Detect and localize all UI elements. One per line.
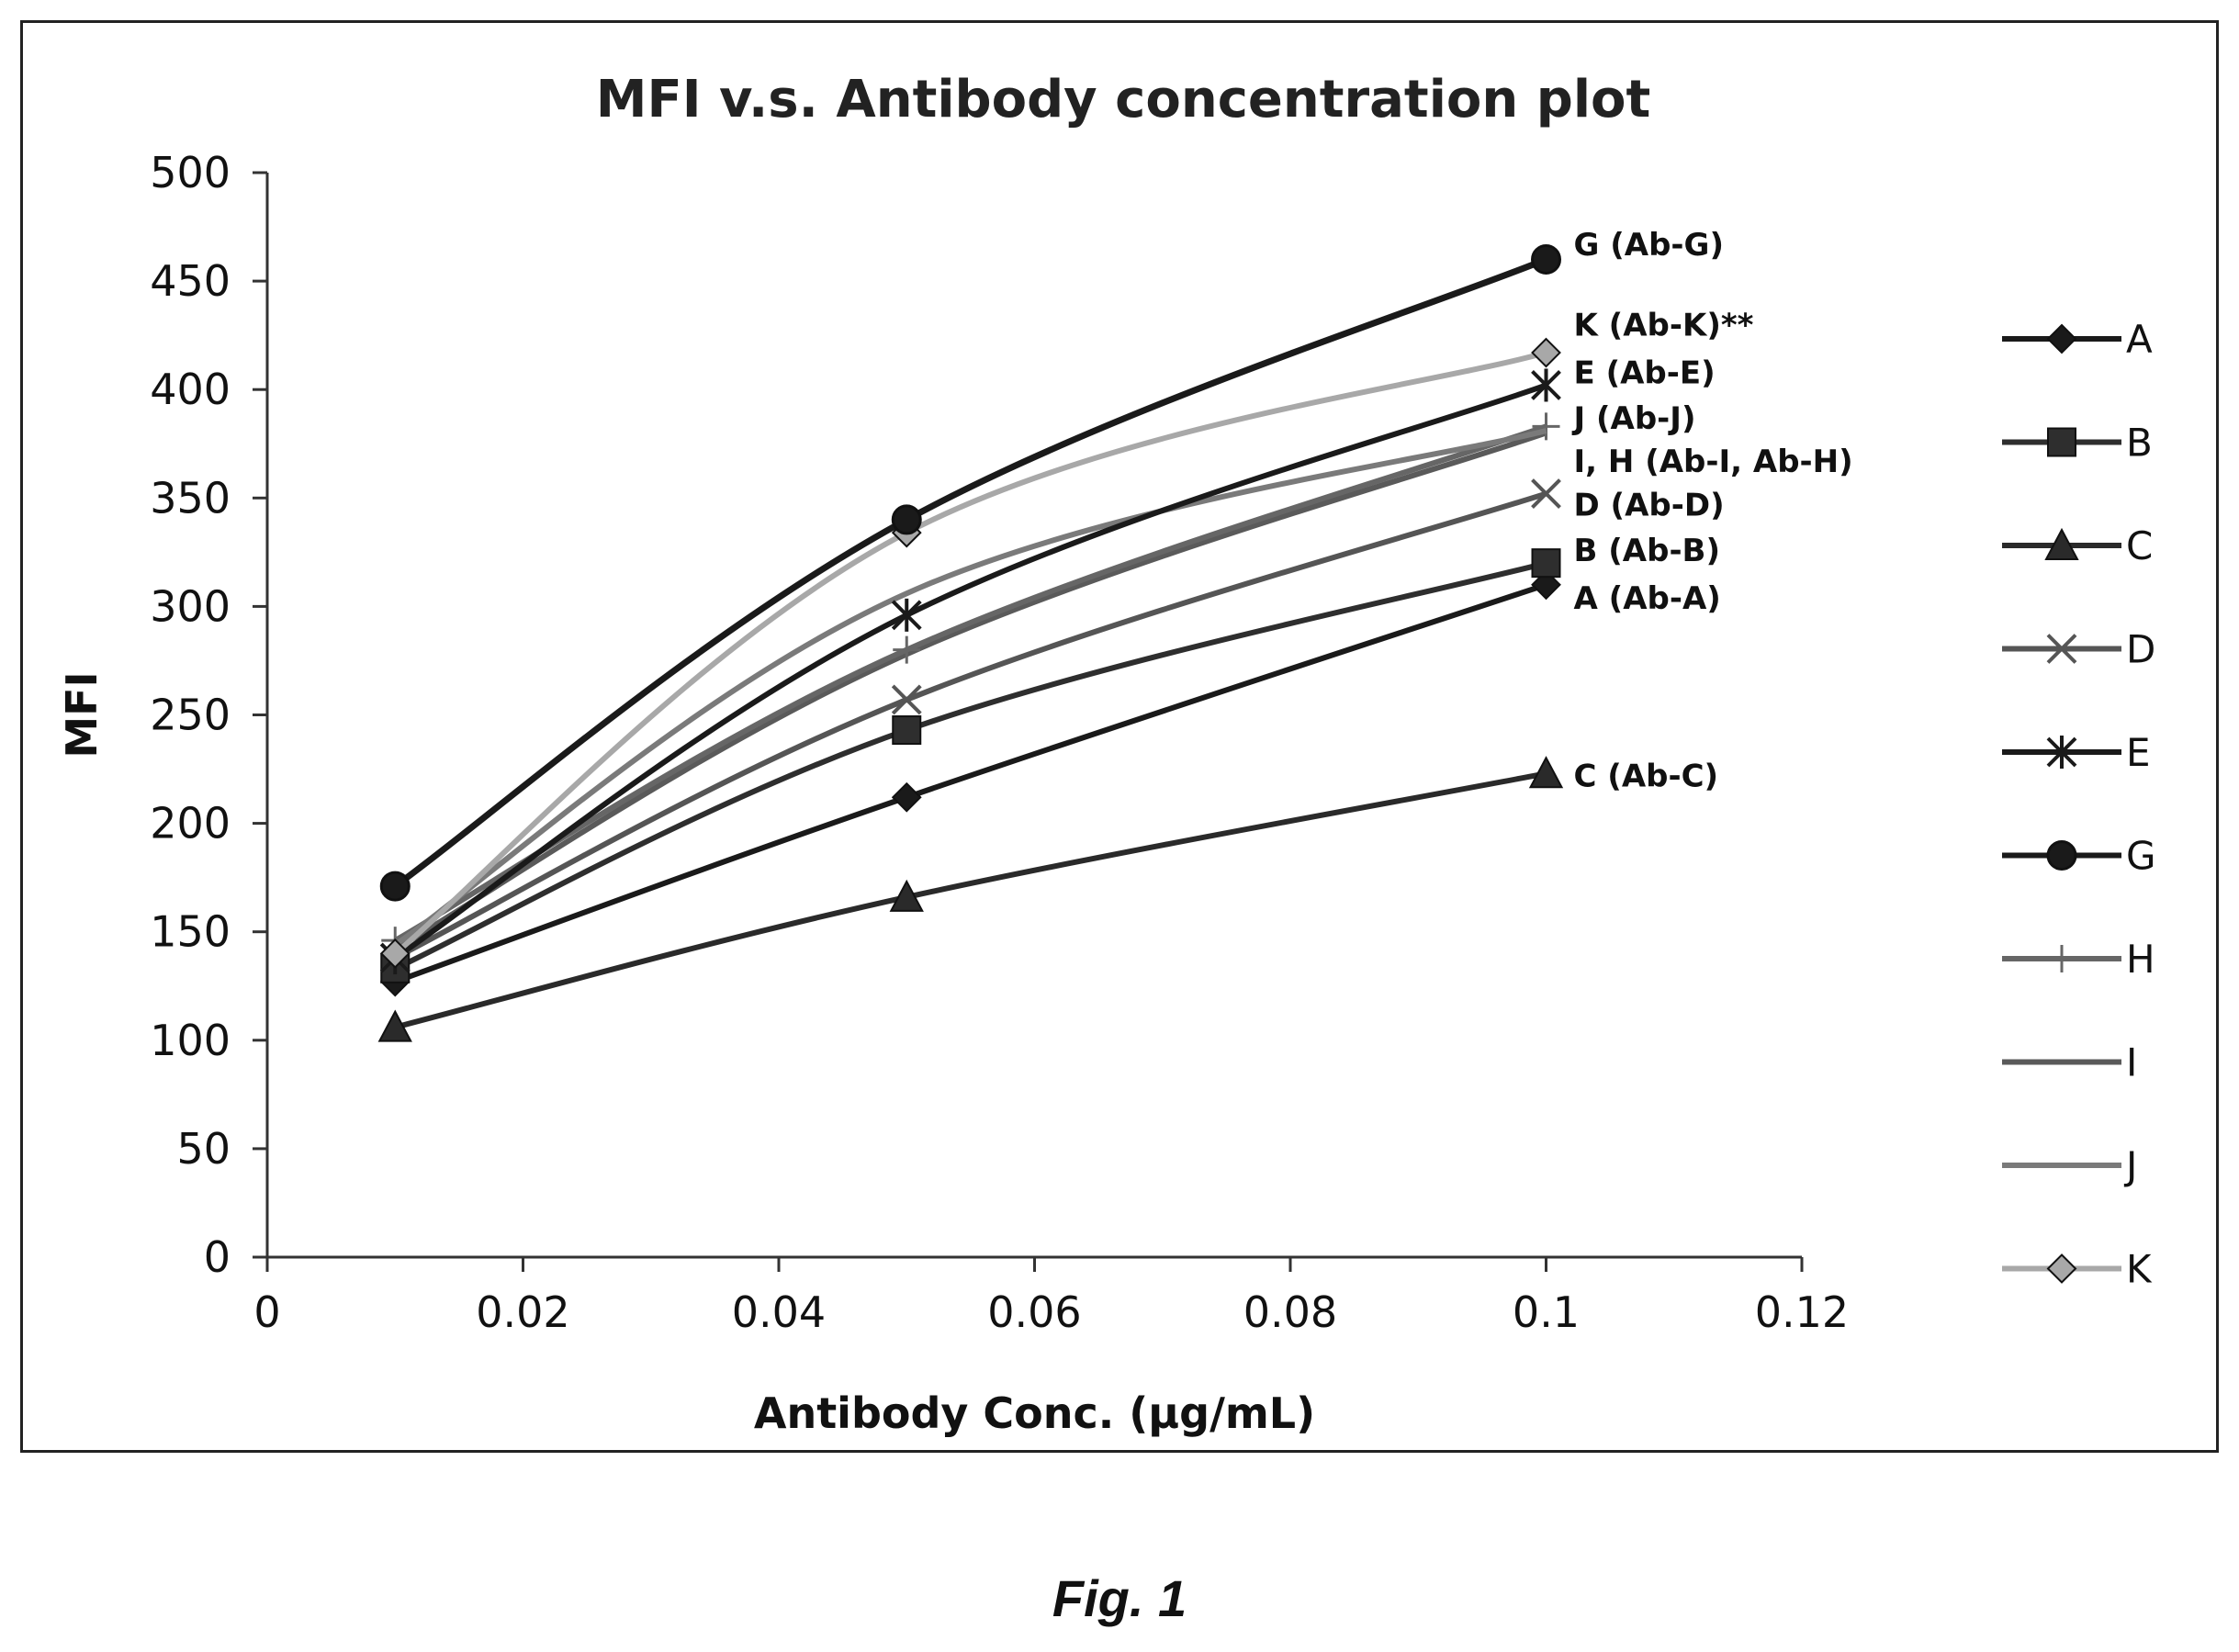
legend-item-e: E [2002, 730, 2151, 775]
legend-item-d: D [2002, 627, 2155, 672]
point-label: B (Ab-B) [1574, 533, 1721, 569]
legend-marker [2048, 945, 2076, 972]
series-line-d [393, 490, 1547, 961]
point-label: I, H (Ab-I, Ab-H) [1574, 444, 1853, 480]
point-label: D (Ab-D) [1574, 487, 1725, 523]
legend-label: G [2126, 834, 2156, 879]
y-axis-title: MFI [57, 671, 107, 758]
data-point-g [891, 504, 922, 535]
series-line-j [393, 428, 1547, 948]
legend-item-h: H [2002, 937, 2155, 982]
series-i [393, 430, 1547, 952]
series-b [380, 548, 1561, 983]
chart-frame: MFI v.s. Antibody concentration plot 0 50… [20, 20, 2219, 1453]
data-point-d [1531, 478, 1561, 509]
point-label: E (Ab-E) [1574, 354, 1716, 391]
legend-marker [2046, 840, 2077, 871]
chart-title: MFI v.s. Antibody concentration plot [596, 70, 1651, 129]
legend-label: A [2126, 317, 2153, 362]
series-line-a [394, 581, 1547, 984]
legend-item-i: I [2002, 1040, 2137, 1085]
data-point-c [1528, 756, 1564, 789]
legend-item-b: B [2002, 421, 2153, 466]
legend-marker [2046, 634, 2077, 664]
legend-label: H [2126, 937, 2155, 982]
y-tick-label: 450 [150, 256, 231, 306]
x-tick-label: 0.08 [1243, 1287, 1337, 1337]
data-point-e [891, 598, 922, 632]
series-line-i [393, 430, 1547, 952]
data-point-d [891, 684, 922, 715]
series-a [379, 569, 1561, 997]
point-label: K (Ab-K)** [1574, 307, 1754, 343]
data-point-g [379, 871, 411, 902]
y-tick-label: 500 [150, 148, 231, 197]
data-point-a [891, 781, 922, 813]
data-point-e [1531, 368, 1561, 402]
data-point-h [1532, 412, 1560, 441]
figure-caption: Fig. 1 [1052, 1569, 1187, 1627]
legend-label: C [2126, 523, 2153, 568]
data-point-c [889, 879, 924, 912]
legend-label: B [2126, 421, 2153, 466]
y-tick-label: 100 [150, 1016, 231, 1065]
series-h [381, 412, 1560, 955]
point-label: C (Ab-C) [1574, 759, 1719, 795]
data-point-k [379, 938, 411, 969]
data-point-g [1531, 243, 1561, 275]
x-tick-label: 0.06 [987, 1287, 1081, 1337]
y-tick-label: 50 [176, 1124, 231, 1174]
legend-label: I [2126, 1040, 2137, 1085]
series-line-c [394, 770, 1547, 1030]
point-label: A (Ab-A) [1574, 580, 1721, 617]
y-tick-label: 200 [150, 799, 231, 848]
legend-label: D [2126, 627, 2155, 672]
data-point-c [377, 1009, 412, 1042]
chart: MFI v.s. Antibody concentration plot 0 50… [57, 70, 2156, 1438]
legend-item-g: G [2002, 834, 2156, 879]
legend-marker [2047, 427, 2076, 457]
data-point-b [1531, 548, 1561, 579]
x-tick-label: 0.12 [1755, 1287, 1849, 1337]
series-line-e [393, 382, 1547, 961]
y-tick-label: 150 [150, 907, 231, 957]
y-tick-label: 250 [150, 691, 231, 740]
legend-label: K [2126, 1247, 2153, 1292]
series-g [379, 243, 1561, 902]
point-label: J (Ab-J) [1572, 400, 1696, 437]
x-tick-label: 0.02 [476, 1287, 569, 1337]
y-tick-label: 300 [150, 581, 231, 631]
series-k [379, 337, 1561, 969]
data-point-b [892, 715, 922, 746]
legend-marker [2046, 323, 2077, 354]
x-tick-label: 0.04 [732, 1287, 826, 1337]
legend-item-j: J [2002, 1143, 2137, 1188]
legend-item-a: A [2002, 317, 2153, 362]
y-tick-label: 350 [150, 473, 231, 523]
legend-marker [2044, 527, 2079, 560]
x-tick-label: 0.1 [1513, 1287, 1580, 1337]
x-tick-label: 0 [253, 1287, 280, 1337]
legend-label: E [2126, 730, 2151, 775]
y-tick-label: 0 [204, 1232, 231, 1282]
x-axis-title: Antibody Conc. (µg/mL) [754, 1388, 1315, 1438]
legend-marker [2046, 736, 2077, 769]
y-tick-label: 400 [150, 365, 231, 414]
series-c [377, 756, 1564, 1042]
data-point-h [893, 635, 921, 664]
point-label: G (Ab-G) [1574, 227, 1725, 264]
data-point-k [1531, 337, 1561, 368]
legend-label: J [2123, 1143, 2137, 1188]
data-point-a [1531, 569, 1561, 601]
legend-item-k: K [2002, 1247, 2153, 1292]
legend-item-c: C [2002, 523, 2153, 568]
series-d [379, 478, 1561, 973]
series-j [393, 428, 1547, 948]
legend-marker [2046, 1253, 2077, 1284]
